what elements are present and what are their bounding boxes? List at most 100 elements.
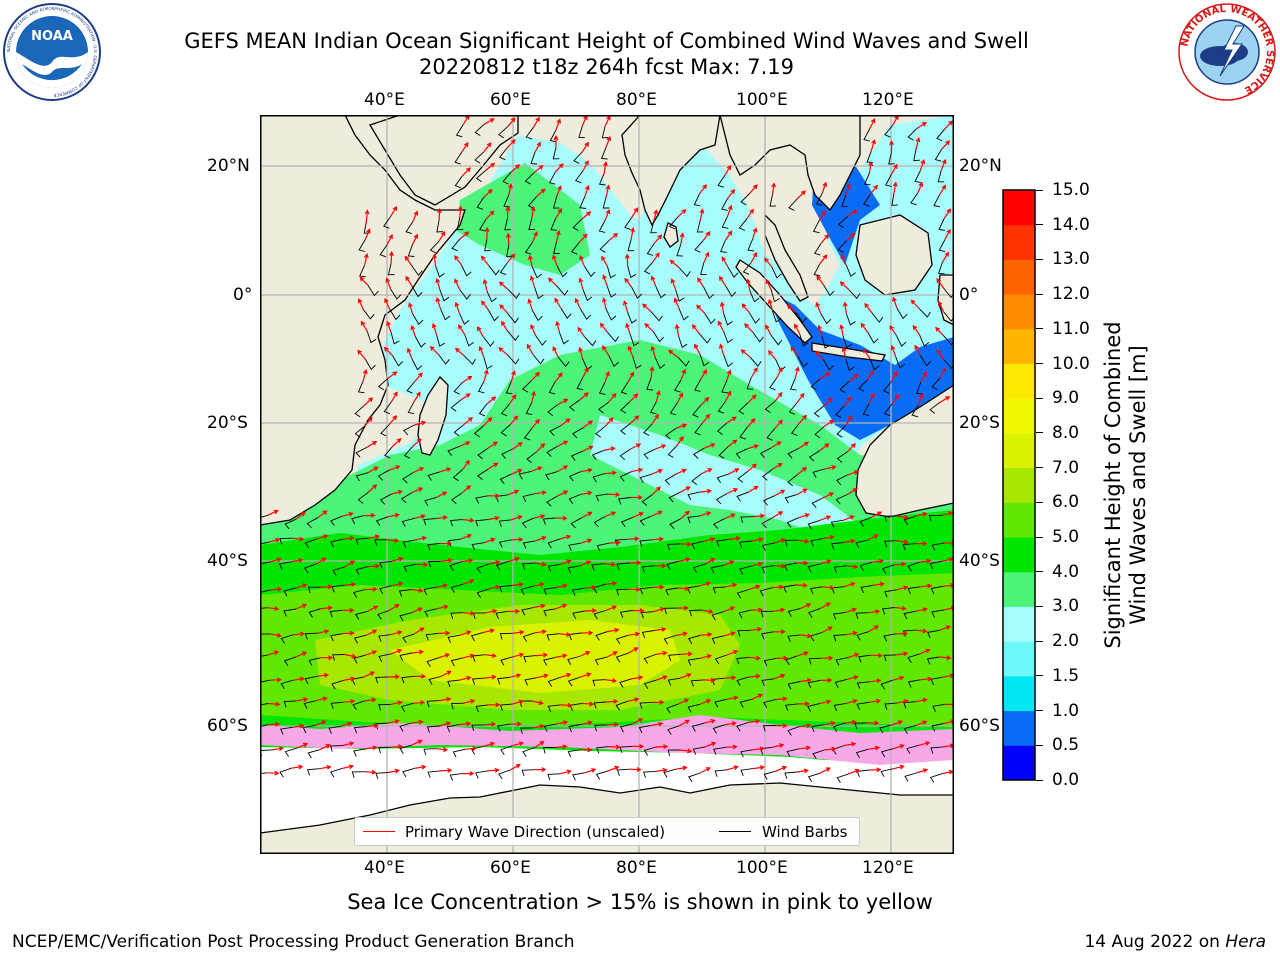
wind-barb: [738, 609, 752, 619]
wind-barb: [884, 515, 897, 523]
wind-barb: [260, 514, 268, 519]
wind-barb: [787, 608, 801, 617]
wind-barb: [353, 748, 366, 757]
wind-barb: [402, 767, 415, 778]
wind-barb: [260, 724, 269, 728]
wind-barb: [770, 334, 783, 346]
wave-direction-arrow: [917, 393, 924, 406]
wind-barb: [352, 700, 365, 710]
wind-barb: [812, 749, 825, 760]
wave-direction-arrow: [915, 136, 921, 149]
wind-barb: [507, 330, 520, 342]
wave-direction-arrow: [918, 741, 931, 746]
wind-barb: [501, 448, 513, 459]
colorbar-segment: [1003, 328, 1035, 365]
wave-direction-arrow: [507, 608, 521, 614]
wind-barb: [631, 287, 643, 299]
colorbar-tick-label: 9.0: [1052, 388, 1080, 409]
wind-barbs-legend-label: Wind Barbs: [762, 823, 848, 841]
wave-direction-arrow: [555, 208, 563, 219]
wave-direction-arrow: [841, 346, 847, 359]
wind-barb: [761, 678, 774, 687]
wind-barb: [402, 472, 414, 484]
wind-barb: [643, 746, 657, 756]
wind-barb: [641, 494, 653, 506]
wave-direction-arrow: [342, 764, 355, 770]
wave-direction-arrow: [267, 650, 280, 656]
wind-barb: [881, 607, 895, 615]
wave-direction-arrow: [652, 252, 660, 263]
wave-direction-arrow: [557, 398, 569, 406]
sea-ice-fringe: [260, 715, 954, 765]
wave-direction-arrow: [391, 556, 404, 562]
wave-direction-arrow: [765, 278, 772, 291]
wave-direction-arrow: [796, 768, 810, 774]
wind-barb: [712, 518, 725, 529]
wave-direction-arrow: [916, 122, 927, 130]
wave-direction-arrow: [750, 626, 763, 632]
wind-barb: [813, 263, 821, 277]
wave-direction-arrow: [267, 721, 281, 727]
wind-barb: [663, 768, 676, 778]
wave-direction-arrow: [605, 605, 618, 612]
wave-direction-arrow: [512, 699, 525, 705]
wind-barb: [307, 749, 320, 759]
wind-barb: [426, 657, 439, 667]
wave-direction-arrow: [752, 765, 766, 770]
wind-barb: [836, 451, 848, 463]
wave-direction-arrow: [771, 462, 783, 470]
wind-barb: [547, 677, 560, 687]
wave-direction-arrow: [410, 324, 416, 337]
wind-barb: [567, 749, 581, 758]
wave-direction-arrow: [914, 344, 921, 356]
wind-barb: [500, 403, 510, 417]
wind-barb: [260, 633, 271, 640]
wind-barb: [858, 379, 868, 392]
wave-direction-arrow: [868, 609, 881, 614]
wave-direction-arrow: [797, 701, 810, 707]
wind-barb: [568, 494, 581, 504]
wave-direction-arrow: [530, 323, 537, 336]
wave-direction-arrow: [387, 768, 401, 774]
wave-direction-arrow: [675, 765, 688, 771]
wave-direction-arrow: [868, 160, 874, 174]
wave-direction-arrow: [939, 396, 951, 404]
borneo: [855, 214, 933, 296]
wave-direction-arrow: [414, 372, 423, 382]
wave-direction-arrow: [579, 255, 585, 267]
wave-direction-arrow: [319, 744, 331, 751]
wind-barb: [716, 538, 729, 547]
wind-barb: [911, 404, 919, 418]
wind-barb: [602, 196, 610, 209]
wind-barb: [716, 422, 727, 435]
wave-direction-arrow: [629, 560, 642, 566]
wind-barb: [737, 471, 748, 483]
wind-barb: [784, 771, 797, 779]
wave-direction-arrow: [364, 416, 373, 427]
australia-land: [855, 384, 954, 518]
wind-barb: [423, 518, 436, 526]
wave-direction-arrow: [845, 630, 858, 636]
wind-barb: [436, 220, 443, 233]
wave-direction-arrow: [936, 278, 945, 289]
wind-barb: [307, 586, 321, 594]
wind-barb: [329, 609, 343, 618]
wind-barb: [505, 381, 513, 395]
wave-direction-arrow: [794, 366, 800, 379]
wind-barb: [548, 381, 556, 395]
wind-barb: [903, 724, 917, 735]
wind-barb: [476, 197, 485, 210]
wave-direction-arrow: [357, 349, 366, 360]
wind-barb: [568, 471, 581, 482]
wind-barb: [260, 703, 269, 706]
wind-barb: [358, 239, 366, 252]
wave-direction-arrow: [846, 488, 858, 496]
colorbar-label-line2: Wind Waves and Swell [m]: [1126, 345, 1150, 625]
wind-barb: [735, 448, 748, 459]
wave-direction-arrow: [795, 582, 808, 588]
wind-barb: [834, 678, 848, 688]
wind-barb: [525, 127, 534, 140]
wave-direction-arrow: [559, 534, 572, 540]
wave-direction-arrow: [816, 275, 825, 286]
wind-barb: [522, 493, 535, 503]
